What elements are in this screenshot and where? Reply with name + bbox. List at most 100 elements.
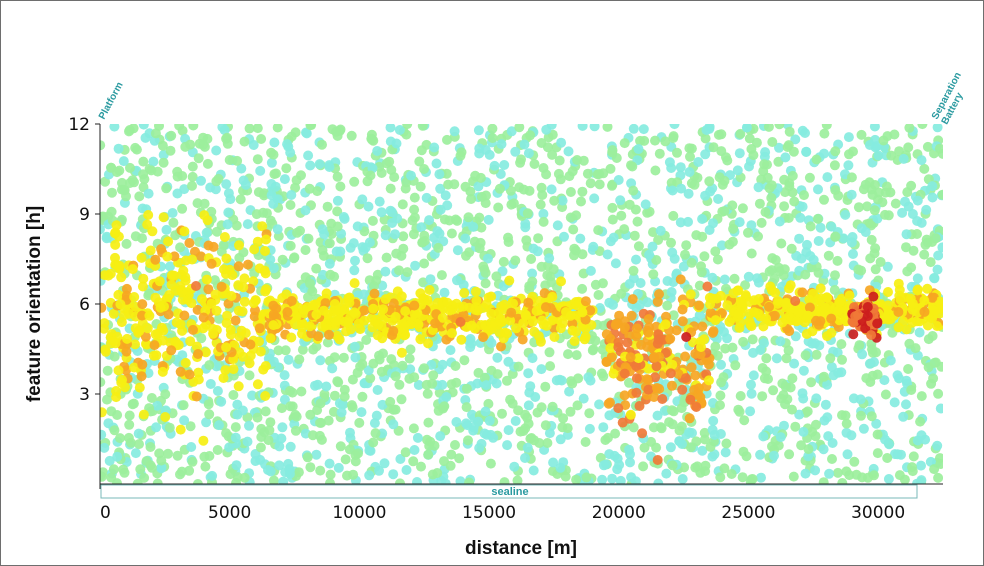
data-point-low	[843, 160, 854, 171]
data-point-low	[321, 381, 332, 392]
data-point-elevated	[724, 316, 735, 327]
data-point-low	[934, 143, 943, 154]
data-point-low	[148, 156, 159, 167]
data-point-elevated	[540, 302, 551, 313]
data-point-low	[820, 399, 831, 410]
data-point-elevated	[260, 391, 271, 401]
data-point-elevated	[198, 435, 209, 446]
data-point-low	[315, 398, 326, 409]
data-point-low	[196, 175, 206, 186]
data-point-elevated	[569, 336, 580, 347]
data-point-low	[196, 333, 207, 344]
data-point-low	[916, 475, 927, 484]
data-point-elevated	[163, 309, 174, 320]
data-point-low	[912, 195, 923, 206]
data-point-elevated	[424, 285, 435, 295]
data-point-low	[767, 137, 778, 147]
data-point-low	[537, 190, 548, 200]
data-point-elevated	[483, 292, 494, 303]
data-point-low	[519, 139, 530, 150]
data-point-low	[201, 227, 212, 238]
data-point-low	[328, 406, 339, 417]
data-point-low	[461, 250, 471, 261]
data-point-low	[272, 224, 283, 235]
data-point-low	[394, 379, 405, 390]
data-point-low	[108, 464, 119, 475]
data-point-low	[388, 419, 399, 430]
data-point-elevated	[313, 331, 324, 342]
data-point-low	[481, 190, 491, 201]
data-point-elevated	[396, 347, 407, 358]
data-point-low	[359, 289, 369, 300]
data-point-low	[557, 195, 568, 206]
data-point-low	[281, 163, 292, 174]
data-point-elevated	[413, 319, 424, 330]
data-point-low	[450, 361, 461, 371]
data-point-low	[138, 156, 149, 167]
data-point-low	[585, 178, 596, 189]
data-point-low	[395, 478, 405, 484]
data-point-low	[712, 350, 723, 361]
data-point-low	[846, 189, 857, 200]
data-point-elevated	[613, 342, 624, 353]
data-point-elevated	[531, 306, 542, 316]
data-point-low	[602, 432, 613, 443]
data-point-low	[394, 125, 405, 135]
data-point-elevated	[685, 394, 696, 405]
data-point-low	[804, 172, 815, 183]
sealine-band: sealine	[100, 484, 918, 499]
data-point-low	[335, 441, 346, 452]
data-point-elevated	[619, 390, 630, 401]
data-point-low	[789, 196, 800, 207]
data-point-low	[851, 469, 862, 480]
data-point-low	[416, 222, 427, 233]
data-point-elevated	[883, 300, 893, 311]
data-point-low	[796, 440, 807, 451]
data-point-low	[109, 425, 120, 436]
data-point-low	[305, 462, 316, 473]
data-point-low	[496, 139, 507, 150]
data-point-low	[325, 269, 336, 280]
data-point-low	[865, 253, 876, 264]
data-point-low	[624, 377, 634, 388]
data-point-low	[452, 215, 463, 226]
data-point-elevated	[749, 295, 760, 306]
data-point-low	[872, 429, 883, 440]
data-point-low	[871, 418, 882, 429]
data-point-low	[177, 125, 188, 136]
data-point-elevated	[129, 292, 140, 302]
data-point-elevated	[622, 337, 633, 348]
data-point-low	[829, 160, 840, 171]
data-point-low	[819, 148, 829, 159]
data-point-low	[499, 477, 510, 484]
data-point-low	[694, 280, 705, 291]
data-point-low	[315, 417, 325, 428]
data-point-low	[217, 124, 228, 133]
data-point-low	[259, 427, 270, 438]
data-point-elevated	[162, 251, 173, 262]
data-point-elevated	[547, 291, 558, 302]
data-point-elevated	[100, 407, 107, 418]
data-point-low	[919, 249, 930, 260]
data-point-low	[266, 157, 277, 168]
data-point-elevated	[652, 383, 662, 393]
data-point-low	[156, 455, 167, 466]
data-point-elevated	[184, 369, 195, 380]
data-point-low	[846, 237, 857, 248]
data-point-elevated	[200, 347, 211, 358]
data-point-low	[350, 456, 361, 467]
data-point-elevated	[486, 308, 497, 319]
data-point-low	[803, 451, 814, 462]
data-point-elevated	[359, 305, 370, 316]
data-point-low	[882, 453, 893, 463]
data-point-low	[210, 184, 221, 195]
data-point-low	[624, 278, 635, 289]
data-point-elevated	[142, 323, 153, 334]
data-point-low	[802, 406, 813, 417]
data-point-low	[510, 255, 521, 266]
data-point-low	[729, 273, 740, 284]
data-point-low	[437, 379, 448, 390]
data-point-low	[654, 148, 665, 159]
data-point-low	[349, 176, 360, 187]
data-point-low	[843, 132, 854, 143]
